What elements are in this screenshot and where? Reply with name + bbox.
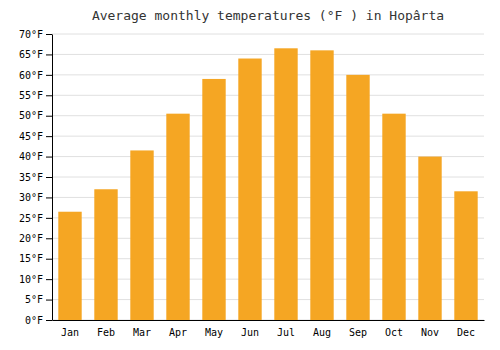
bar <box>274 48 297 320</box>
tick: Mar <box>133 327 151 338</box>
grid-line <box>52 95 484 96</box>
tick-label: Mar <box>133 327 151 338</box>
tick-label: Oct <box>385 327 403 338</box>
tick-label: 45°F <box>19 131 43 142</box>
title: Average monthly temperatures (°F ) in Ho… <box>92 8 444 23</box>
tick-mark <box>46 75 52 76</box>
bar <box>94 189 117 320</box>
tick-label: May <box>205 327 223 338</box>
tick-mark <box>46 259 52 260</box>
tick-mark <box>46 218 52 219</box>
y-axis: 0°F 5°F 10°F 15°F 20°F 25°F 30°F 35°F 40°F 45°F 50… <box>19 29 53 326</box>
tick-label: 0°F <box>25 315 43 326</box>
bar <box>238 59 261 320</box>
tick-mark <box>46 157 52 158</box>
tick-label: 65°F <box>19 49 43 60</box>
tick: Oct <box>385 327 403 338</box>
tick: Sep <box>349 327 367 338</box>
bar <box>418 157 441 320</box>
tick: 50°F <box>19 110 52 121</box>
tick: 65°F <box>19 49 52 60</box>
tick: Aug <box>313 327 331 338</box>
tick: Dec <box>457 327 475 338</box>
tick: 70°F <box>19 29 52 40</box>
grid-line <box>52 115 484 116</box>
bar <box>166 114 189 320</box>
grid-line <box>52 54 484 55</box>
chart-container: 0°F 5°F 10°F 15°F 20°F 25°F 30°F 35°F 40°F 45°F 50… <box>0 0 500 350</box>
tick-label: Aug <box>313 327 331 338</box>
tick-label: 55°F <box>19 90 43 101</box>
tick-label: Apr <box>169 327 187 338</box>
x-axis: Jan Feb Mar Apr May Jun Jul Aug Sep Oct Nov Dec <box>53 321 485 339</box>
tick: 55°F <box>19 90 52 101</box>
tick-label: 5°F <box>25 294 43 305</box>
tick-label: 20°F <box>19 233 43 244</box>
tick: 25°F <box>19 213 52 224</box>
tick-label: 60°F <box>19 70 43 81</box>
grid-line <box>52 74 484 75</box>
tick: 35°F <box>19 172 52 183</box>
grid-line <box>52 34 484 35</box>
bar <box>202 79 225 320</box>
tick-label: 50°F <box>19 110 43 121</box>
tick-label: Feb <box>97 327 115 338</box>
bar <box>382 114 405 320</box>
bar <box>346 75 369 320</box>
tick-mark <box>46 136 52 137</box>
tick: Jan <box>61 327 79 338</box>
bar <box>58 212 81 320</box>
tick: 30°F <box>19 192 52 203</box>
tick-label: Jan <box>61 327 79 338</box>
tick: Jul <box>277 327 295 338</box>
tick-label: 70°F <box>19 29 43 40</box>
grid-line <box>52 136 484 137</box>
tick-label: 30°F <box>19 192 43 203</box>
tick: 15°F <box>19 253 52 264</box>
tick-mark <box>46 54 52 55</box>
tick: 0°F <box>25 315 52 326</box>
bar <box>454 191 477 320</box>
grid <box>52 34 484 320</box>
tick-label: Sep <box>349 327 367 338</box>
axis-domain <box>53 320 485 321</box>
tick-label: Jul <box>277 327 295 338</box>
tick-mark <box>46 300 52 301</box>
tick-label: Nov <box>421 327 439 338</box>
bars <box>58 48 477 320</box>
tick-mark <box>46 238 52 239</box>
tick-mark <box>46 279 52 280</box>
tick-mark <box>46 197 52 198</box>
tick-label: 35°F <box>19 172 43 183</box>
tick-label: 40°F <box>19 151 43 162</box>
tick: Feb <box>97 327 115 338</box>
bar <box>310 50 333 320</box>
plot-area: 0°F 5°F 10°F 15°F 20°F 25°F 30°F 35°F 40°F 45°F 50… <box>19 29 485 338</box>
tick-mark <box>46 116 52 117</box>
tick: 60°F <box>19 70 52 81</box>
axis-domain <box>52 35 53 321</box>
tick: Jun <box>241 327 259 338</box>
tick-label: Jun <box>241 327 259 338</box>
tick: 5°F <box>25 294 52 305</box>
tick-mark <box>46 177 52 178</box>
tick: 10°F <box>19 274 52 285</box>
tick-mark <box>46 320 52 321</box>
bar <box>130 150 153 320</box>
tick-label: 10°F <box>19 274 43 285</box>
tick: Nov <box>421 327 439 338</box>
tick: May <box>205 327 223 338</box>
tick-mark <box>46 95 52 96</box>
tick: 45°F <box>19 131 52 142</box>
tick-mark <box>46 34 52 35</box>
tick-label: Dec <box>457 327 475 338</box>
tick: Apr <box>169 327 187 338</box>
tick-label: 15°F <box>19 253 43 264</box>
tick-label: 25°F <box>19 213 43 224</box>
tick: 20°F <box>19 233 52 244</box>
chart-svg: 0°F 5°F 10°F 15°F 20°F 25°F 30°F 35°F 40°F 45°F 50… <box>0 0 500 350</box>
tick: 40°F <box>19 151 52 162</box>
